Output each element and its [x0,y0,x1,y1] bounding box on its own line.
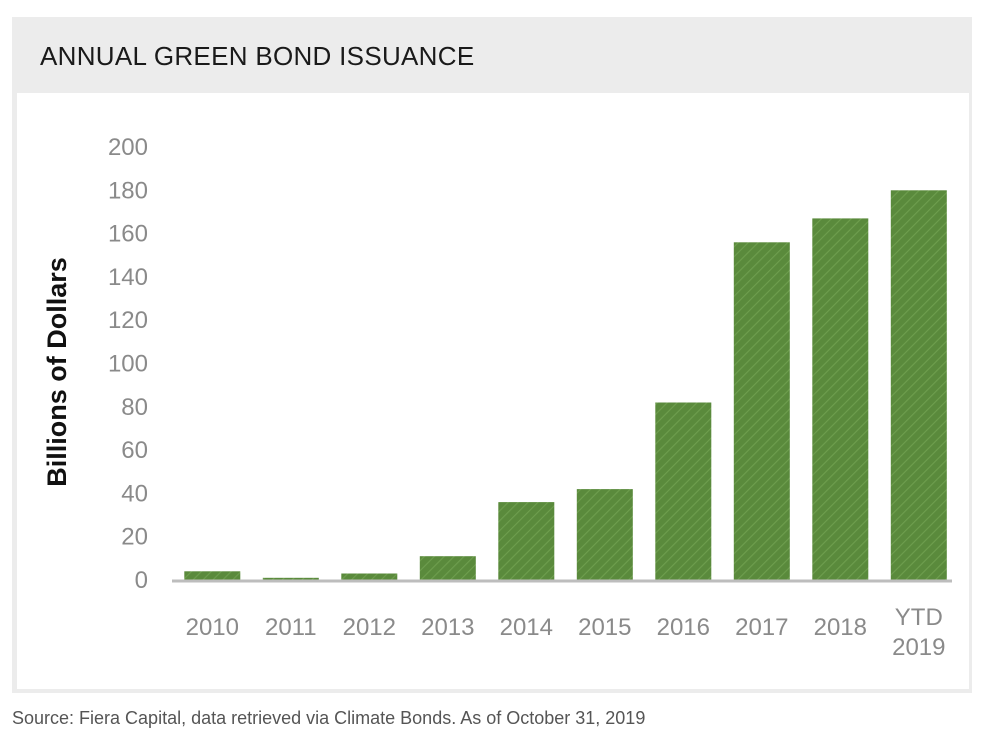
y-tick-label: 100 [108,351,148,378]
x-axis-ticks: 2010 2011 2012 2013 2014 2015 2016 2017 2018 YTD 2… [186,604,946,661]
bars [184,190,947,581]
y-tick-label: 180 [108,177,148,204]
bar-2012 [341,573,398,580]
x-tick-label: 2010 [186,614,239,641]
y-axis-ticks: 0 20 40 60 80 100 120 140 160 180 200 [108,134,148,594]
x-tick-label: YTD 2019 [892,604,945,661]
y-tick-label: 40 [121,480,148,507]
y-tick-label: 200 [108,134,148,161]
x-tick-label: 2016 [657,614,710,641]
y-tick-label: 140 [108,264,148,291]
y-tick-label: 80 [121,394,148,421]
bar-2018 [812,218,869,580]
bar-2017 [733,242,790,581]
x-tick-label: 2014 [500,614,553,641]
x-tick-label: 2013 [421,614,474,641]
x-tick-label: 2017 [735,614,788,641]
chart-title: ANNUAL GREEN BOND ISSUANCE [40,41,475,71]
y-tick-label: 20 [121,524,148,551]
chart-panel [17,93,969,689]
bar-2015 [576,489,633,580]
bar-2014 [498,502,555,580]
x-tick-label: 2015 [578,614,631,641]
y-tick-label: 160 [108,221,148,248]
y-tick-label: 120 [108,307,148,334]
bar-2013 [419,556,476,580]
y-tick-label: 0 [135,567,148,594]
source-note: Source: Fiera Capital, data retrieved vi… [12,708,646,728]
bar-2010 [184,571,241,580]
x-tick-label: 2018 [814,614,867,641]
y-axis-label: Billions of Dollars [42,257,72,487]
bar-2016 [655,402,712,580]
bar-2011 [262,577,319,580]
x-tick-label: 2011 [265,614,317,641]
bar-ytd-2019 [890,190,947,581]
y-tick-label: 60 [121,437,148,464]
x-tick-label: 2012 [343,614,396,641]
